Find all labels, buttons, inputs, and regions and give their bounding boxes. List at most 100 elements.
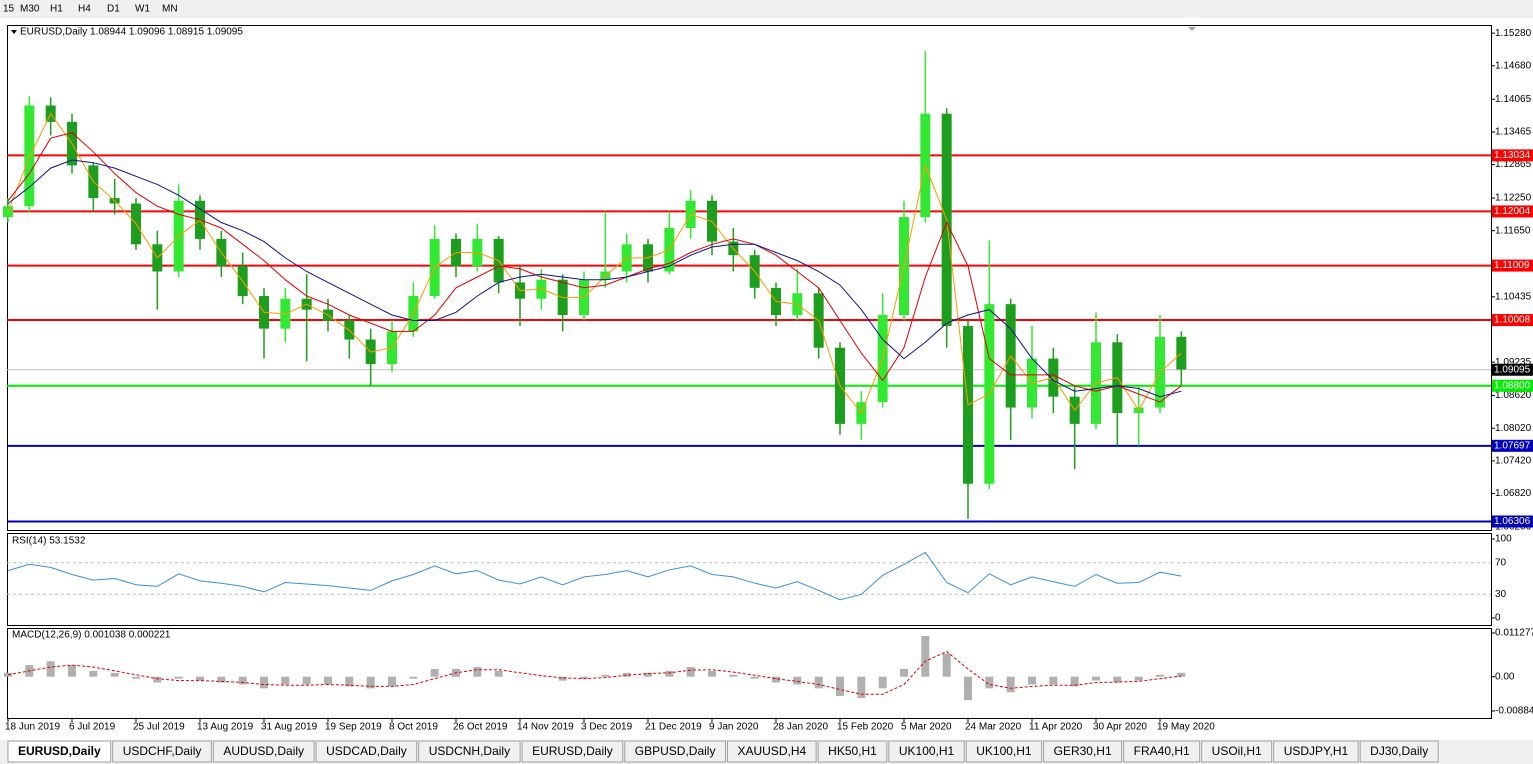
tab[interactable]: XAUUSD,H4 — [726, 740, 817, 763]
x-tick-label: 19 Sep 2019 — [325, 722, 382, 733]
level-label: 1.11009 — [1494, 260, 1530, 271]
macd-tick-label: -0.008845 — [1495, 706, 1533, 717]
macd-signal — [7, 650, 1182, 695]
macd-bar — [1006, 676, 1015, 693]
rsi-tick-label: 0 — [1495, 613, 1501, 624]
y-tick-label: 1.15280 — [1495, 28, 1532, 39]
tab-box — [418, 740, 521, 763]
timeframe-button[interactable]: M30 — [20, 4, 40, 15]
tab-label[interactable]: EURUSD,Daily — [532, 744, 613, 758]
tab-label[interactable]: EURUSD,Daily — [18, 744, 101, 758]
macd-bar — [68, 665, 76, 677]
x-tick-label: 28 Jan 2020 — [773, 722, 828, 733]
level-label: 1.10008 — [1494, 315, 1531, 326]
rsi-title: RSI(14) 53.1532 — [12, 536, 86, 547]
current-price-label: 1.09095 — [1494, 364, 1531, 375]
tab-box — [1273, 740, 1359, 763]
level-label: 1.13034 — [1494, 150, 1531, 161]
tab-label[interactable]: UK100,H1 — [899, 744, 955, 758]
macd-bar — [622, 672, 631, 677]
x-tick-label: 30 Apr 2020 — [1093, 722, 1147, 733]
tab-label[interactable]: UK100,H1 — [976, 744, 1032, 758]
macd-tick-label: 0.011277 — [1495, 628, 1533, 639]
macd-bar — [558, 676, 567, 681]
moving-average — [7, 159, 1182, 398]
tab[interactable]: DJ30,Daily — [1359, 740, 1439, 763]
y-tick-label: 1.12865 — [1495, 159, 1532, 170]
tab[interactable]: UK100,H1 — [965, 740, 1043, 763]
tab[interactable]: GBPUSD,Daily — [624, 740, 726, 763]
macd-bar — [217, 676, 226, 683]
tab-label[interactable]: GER30,H1 — [1054, 744, 1112, 758]
macd-bar — [153, 676, 162, 683]
tab-box — [1201, 740, 1273, 763]
timeframe-button[interactable]: MN — [162, 4, 178, 15]
moving-average — [7, 132, 1182, 403]
macd-bar — [750, 676, 759, 679]
tab-label[interactable]: FRA40,H1 — [1134, 744, 1190, 758]
y-tick-label: 1.06820 — [1495, 488, 1532, 499]
tab-label[interactable]: XAUUSD,H4 — [737, 744, 806, 758]
toolbar — [0, 0, 1533, 18]
macd-bar — [900, 668, 908, 677]
timeframe-button[interactable]: D1 — [107, 4, 120, 15]
tab-label[interactable]: HK50,H1 — [828, 744, 877, 758]
candle-body — [24, 105, 35, 207]
macd-bar — [1070, 676, 1079, 687]
menu-triangle[interactable] — [11, 30, 17, 34]
tab[interactable]: USDJPY,H1 — [1273, 740, 1359, 763]
tab[interactable]: USOil,H1 — [1201, 740, 1273, 763]
macd-bar — [281, 676, 290, 685]
tab-label[interactable]: USOil,H1 — [1212, 744, 1262, 758]
tab-box — [624, 740, 726, 763]
tab-box — [726, 740, 817, 763]
tab[interactable]: GER30,H1 — [1043, 740, 1123, 763]
tab-label[interactable]: USDCAD,Daily — [326, 744, 407, 758]
macd-bar — [388, 676, 396, 687]
timeframe-button[interactable]: H1 — [50, 4, 63, 15]
y-tick-label: 1.11650 — [1495, 225, 1531, 236]
macd-bar — [793, 676, 802, 685]
tab[interactable]: UK100,H1 — [888, 740, 965, 763]
macd-bar — [665, 670, 674, 677]
macd-bar — [238, 676, 247, 685]
tab-label[interactable]: AUDUSD,Daily — [223, 744, 304, 758]
tab[interactable]: HK50,H1 — [817, 740, 888, 763]
x-tick-label: 6 Jul 2019 — [69, 722, 116, 733]
timeframe-button[interactable]: W1 — [135, 4, 150, 15]
tab[interactable]: EURUSD,Daily — [7, 740, 112, 763]
tab[interactable]: USDCHF,Daily — [112, 740, 212, 763]
macd-tick-label: 0.00 — [1495, 671, 1515, 682]
level-label-box — [1492, 205, 1533, 218]
macd-bar — [516, 676, 524, 678]
timeframe-button[interactable]: 15 — [3, 4, 15, 15]
tab-label[interactable]: USDJPY,H1 — [1284, 744, 1349, 758]
macd-bar — [132, 676, 140, 679]
tab[interactable]: AUDUSD,Daily — [212, 740, 315, 763]
tab[interactable]: USDCNH,Daily — [418, 740, 521, 763]
level-label: 1.08800 — [1494, 380, 1531, 391]
macd-bar — [964, 676, 972, 700]
macd-bar — [366, 676, 375, 689]
tab[interactable]: EURUSD,Daily — [521, 740, 624, 763]
x-tick-label: 5 Mar 2020 — [901, 722, 952, 733]
tab[interactable]: FRA40,H1 — [1123, 740, 1201, 763]
tab-label[interactable]: USDCHF,Daily — [123, 744, 202, 758]
x-tick-label: 8 Oct 2019 — [389, 722, 438, 733]
y-tick-label: 1.14065 — [1495, 94, 1532, 105]
tab[interactable]: USDCAD,Daily — [315, 740, 418, 763]
macd-bar — [473, 667, 482, 677]
level-label: 1.12004 — [1494, 206, 1531, 217]
rsi-tick-label: 30 — [1495, 589, 1507, 600]
tab-label[interactable]: DJ30,Daily — [1370, 744, 1428, 758]
macd-bar — [878, 676, 887, 689]
y-tick-label: 1.08020 — [1495, 423, 1532, 434]
tab-label[interactable]: USDCNH,Daily — [429, 744, 510, 758]
x-tick-label: 9 Jan 2020 — [709, 722, 759, 733]
timeframe-button[interactable]: H4 — [78, 4, 91, 15]
tab-label[interactable]: GBPUSD,Daily — [635, 744, 716, 758]
macd-bar — [921, 636, 930, 677]
price-panel — [7, 25, 1492, 531]
macd-bar — [857, 676, 866, 699]
